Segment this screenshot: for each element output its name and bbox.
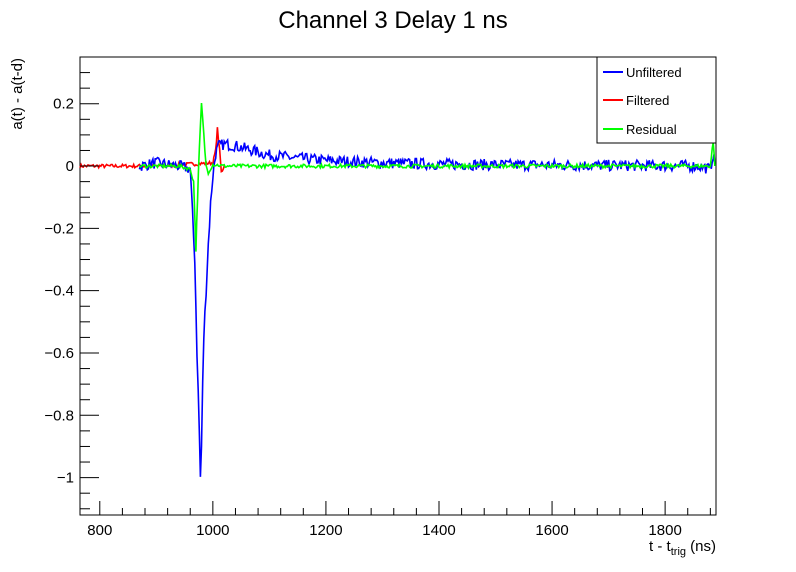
x-tick-label: 1000 bbox=[196, 522, 229, 539]
y-tick-label: 0 bbox=[66, 158, 74, 175]
legend: Unfiltered Filtered Residual bbox=[596, 56, 717, 144]
x-tick-label: 800 bbox=[87, 522, 112, 539]
y-tick-label: −1 bbox=[57, 470, 74, 487]
x-tick-label: 1800 bbox=[648, 522, 681, 539]
x-axis-label-main: t - t bbox=[649, 538, 671, 555]
legend-label-residual: Residual bbox=[626, 122, 677, 137]
y-axis: 0.2 0 −0.2 −0.4 −0.6 −0.8 −1 bbox=[44, 72, 99, 510]
legend-label-unfiltered: Unfiltered bbox=[626, 65, 682, 80]
legend-label-filtered: Filtered bbox=[626, 93, 669, 108]
x-axis-label-sub: trig bbox=[671, 546, 686, 558]
x-axis-label: t - ttrig (ns) bbox=[649, 538, 716, 558]
x-axis-label-unit: (ns) bbox=[686, 538, 716, 555]
x-axis: 800 1000 1200 1400 1600 1800 bbox=[87, 501, 711, 539]
plot-area: 800 1000 1200 1400 1600 1800 0.2 0 −0.2 −0.4 −0.6… bbox=[44, 56, 717, 539]
x-tick-label: 1400 bbox=[422, 522, 455, 539]
chart-title: Channel 3 Delay 1 ns bbox=[278, 7, 507, 34]
y-axis-label: a(t) - a(t-d) bbox=[9, 58, 26, 130]
x-tick-label: 1200 bbox=[309, 522, 342, 539]
y-tick-label: −0.8 bbox=[44, 407, 74, 424]
x-tick-label: 1600 bbox=[535, 522, 568, 539]
series-layer bbox=[79, 103, 716, 477]
y-tick-label: 0.2 bbox=[53, 96, 74, 113]
y-tick-label: −0.2 bbox=[44, 220, 74, 237]
y-tick-label: −0.4 bbox=[44, 283, 74, 300]
plot-frame bbox=[79, 56, 717, 516]
series-line-residual bbox=[138, 103, 716, 252]
y-tick-label: −0.6 bbox=[44, 345, 74, 362]
series-line-unfiltered bbox=[138, 137, 716, 477]
